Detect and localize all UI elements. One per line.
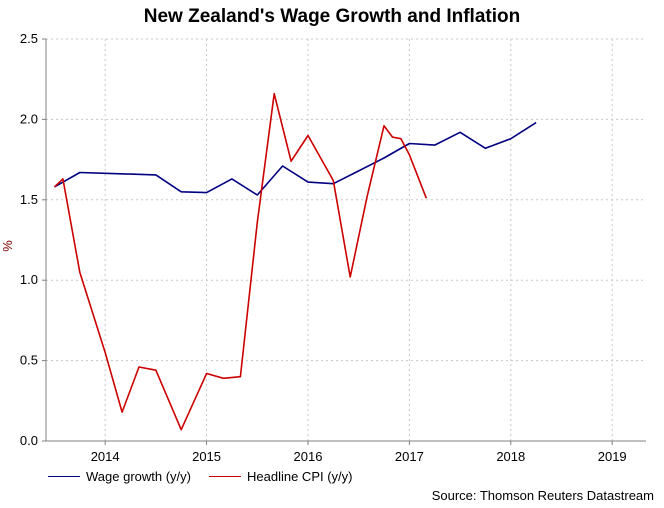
data-point-1	[273, 92, 275, 94]
data-point-0	[129, 173, 131, 175]
legend-swatch-cpi	[209, 476, 241, 477]
data-point-1	[256, 221, 258, 223]
data-point-0	[434, 144, 436, 146]
y-tick-label: 1.5	[20, 192, 38, 207]
source-note: Source: Thomson Reuters Datastream	[431, 488, 654, 503]
data-point-0	[231, 178, 233, 180]
series-line-1	[53, 92, 428, 431]
data-point-0	[484, 147, 486, 149]
data-point-1	[121, 411, 123, 413]
x-tick-label: 2019	[598, 449, 627, 464]
y-axis-label: %	[0, 240, 15, 252]
data-point-1	[222, 377, 224, 379]
data-point-0	[510, 137, 512, 139]
x-tick-label: 2017	[395, 449, 424, 464]
data-point-0	[535, 121, 537, 123]
series-lines	[53, 92, 537, 431]
data-point-1	[53, 186, 55, 188]
legend-item-cpi: Headline CPI (y/y)	[209, 469, 352, 484]
data-point-0	[155, 174, 157, 176]
data-point-0	[307, 181, 309, 183]
data-point-0	[281, 165, 283, 167]
data-point-1	[349, 276, 351, 278]
data-point-0	[79, 171, 81, 173]
data-point-0	[383, 157, 385, 159]
data-point-1	[290, 160, 292, 162]
y-tick-label: 1.0	[20, 272, 38, 287]
data-point-1	[391, 136, 393, 138]
legend-swatch-wage	[48, 476, 80, 477]
data-point-1	[425, 197, 427, 199]
legend-label-wage: Wage growth (y/y)	[86, 469, 191, 484]
data-point-0	[256, 194, 258, 196]
chart-axes: 0.0 0.5 1.0 1.5 2.0 2.5 2014 2015 2016 2017 2018 20…	[20, 31, 646, 464]
x-tick-label: 2018	[496, 449, 525, 464]
x-tick-label: 2014	[91, 449, 120, 464]
series-line-0	[54, 121, 537, 196]
data-point-0	[205, 191, 207, 193]
y-tick-label: 0.5	[20, 353, 38, 368]
data-point-0	[357, 170, 359, 172]
data-point-1	[205, 372, 207, 374]
data-point-0	[408, 142, 410, 144]
data-point-1	[383, 125, 385, 127]
data-point-1	[138, 366, 140, 368]
data-point-0	[104, 172, 106, 174]
data-point-1	[104, 351, 106, 353]
y-tick-label: 2.0	[20, 111, 38, 126]
y-tick-label: 2.5	[20, 31, 38, 46]
legend-label-cpi: Headline CPI (y/y)	[247, 469, 353, 484]
legend: Wage growth (y/y) Headline CPI (y/y)	[48, 469, 370, 484]
data-point-1	[332, 179, 334, 181]
x-tick-label: 2015	[192, 449, 221, 464]
data-point-1	[79, 271, 81, 273]
y-tick-label: 0.0	[20, 433, 38, 448]
legend-item-wage: Wage growth (y/y)	[48, 469, 191, 484]
data-point-1	[180, 429, 182, 431]
data-point-0	[180, 191, 182, 193]
data-point-1	[400, 137, 402, 139]
data-point-1	[408, 154, 410, 156]
grid-lines	[46, 38, 646, 441]
data-point-1	[366, 195, 368, 197]
data-point-1	[239, 375, 241, 377]
data-point-1	[155, 369, 157, 371]
x-tick-label: 2016	[294, 449, 323, 464]
chart-title: New Zealand's Wage Growth and Inflation	[143, 6, 521, 27]
data-point-0	[459, 131, 461, 133]
data-point-1	[62, 178, 64, 180]
data-point-1	[307, 134, 309, 136]
